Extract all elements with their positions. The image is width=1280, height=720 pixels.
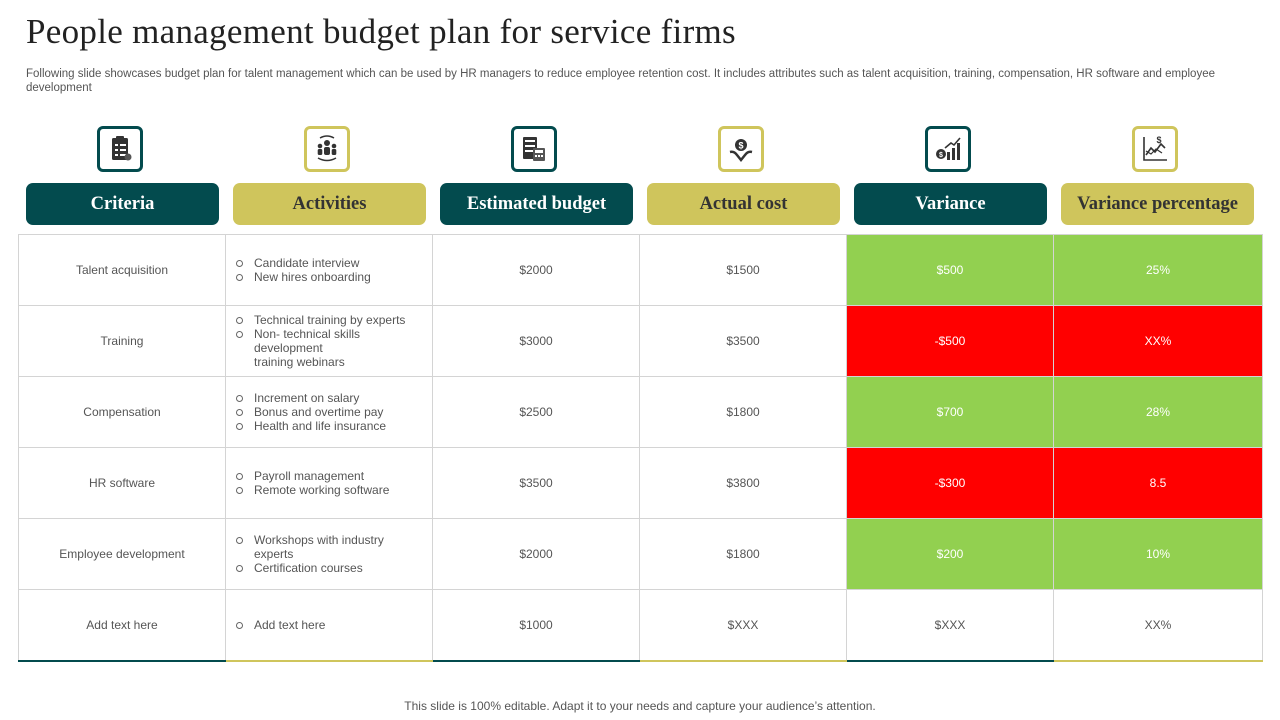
table-row: Compensation Increment on salary Bonus a… xyxy=(18,376,1263,448)
header-activities: Activities xyxy=(233,126,426,226)
criteria-cell: Training xyxy=(18,305,226,377)
table-row: Add text here Add text here $1000 $XXX $… xyxy=(18,589,1263,662)
activities-cell: Add text here xyxy=(225,589,433,662)
variance-percentage-cell: 8.5 xyxy=(1053,447,1263,519)
variance-cell: -$500 xyxy=(846,305,1054,377)
variance-cell: $500 xyxy=(846,234,1054,306)
variance-cell: $700 xyxy=(846,376,1054,448)
actual-cost-cell: $XXX xyxy=(639,589,847,662)
table-row: Talent acquisition Candidate interview N… xyxy=(18,234,1263,306)
activity-item: training webinars xyxy=(254,355,345,370)
svg-text:$: $ xyxy=(738,141,743,151)
criteria-cell: Compensation xyxy=(18,376,226,448)
activity-item: Increment on salary xyxy=(234,391,426,405)
calculator-icon xyxy=(511,126,557,172)
variance-percentage-cell: 25% xyxy=(1053,234,1263,306)
header-actual-cost: $ Actual cost xyxy=(647,126,840,226)
table-row: Training Technical training by experts N… xyxy=(18,305,1263,377)
activity-item: Bonus and overtime pay xyxy=(234,405,426,419)
page-subtitle: Following slide showcases budget plan fo… xyxy=(26,68,1215,94)
activity-item: Non- technical skills development xyxy=(234,327,426,355)
variance-cell: -$300 xyxy=(846,447,1054,519)
header-variance-percentage: $ Variance percentage xyxy=(1061,126,1254,226)
criteria-cell: Add text here xyxy=(18,589,226,662)
actual-cost-cell: $1500 xyxy=(639,234,847,306)
activities-cell: Workshops with industry experts Certific… xyxy=(225,518,433,590)
estimated-budget-cell: $3000 xyxy=(432,305,640,377)
checklist-icon xyxy=(97,126,143,172)
variance-percentage-cell: 10% xyxy=(1053,518,1263,590)
table-row: HR software Payroll management Remote wo… xyxy=(18,447,1263,519)
header-actual-cost-label: Actual cost xyxy=(647,183,840,225)
variance-percentage-cell: 28% xyxy=(1053,376,1263,448)
activities-cell: Candidate interview New hires onboarding xyxy=(225,234,433,306)
activity-item: Add text here xyxy=(234,618,426,632)
team-cycle-icon xyxy=(304,126,350,172)
actual-cost-cell: $1800 xyxy=(639,376,847,448)
variance-percentage-cell: XX% xyxy=(1053,305,1263,377)
criteria-cell: Talent acquisition xyxy=(18,234,226,306)
estimated-budget-cell: $2000 xyxy=(432,234,640,306)
variance-cell: $XXX xyxy=(846,589,1054,662)
estimated-budget-cell: $1000 xyxy=(432,589,640,662)
actual-cost-cell: $3800 xyxy=(639,447,847,519)
activity-item: Certification courses xyxy=(234,561,426,575)
activities-cell: Increment on salary Bonus and overtime p… xyxy=(225,376,433,448)
header-variance-percentage-label: Variance percentage xyxy=(1061,183,1254,225)
svg-text:$: $ xyxy=(1156,135,1161,145)
activity-item: Payroll management xyxy=(234,469,426,483)
activity-item: Candidate interview xyxy=(234,256,426,270)
dollar-chart-icon: $ xyxy=(1132,126,1178,172)
estimated-budget-cell: $2000 xyxy=(432,518,640,590)
variance-cell: $200 xyxy=(846,518,1054,590)
criteria-cell: Employee development xyxy=(18,518,226,590)
criteria-cell: HR software xyxy=(18,447,226,519)
activities-cell: Technical training by experts Non- techn… xyxy=(225,305,433,377)
header-activities-label: Activities xyxy=(233,183,426,225)
activity-item: New hires onboarding xyxy=(234,270,426,284)
activity-item: Health and life insurance xyxy=(234,419,426,433)
page-title: People management budget plan for servic… xyxy=(26,12,736,51)
header-estimated-budget-label: Estimated budget xyxy=(440,183,633,225)
actual-cost-cell: $3500 xyxy=(639,305,847,377)
header-estimated-budget: Estimated budget xyxy=(440,126,633,226)
header-criteria: Criteria xyxy=(26,126,219,226)
growth-chart-icon: $ xyxy=(925,126,971,172)
footer-note: This slide is 100% editable. Adapt it to… xyxy=(404,699,876,713)
header-criteria-label: Criteria xyxy=(26,183,219,225)
header-variance: $ Variance xyxy=(854,126,1047,226)
column-headers: Criteria Activities Estimated budget $ A… xyxy=(26,126,1254,226)
activity-item: Technical training by experts xyxy=(234,313,426,327)
budget-table: Talent acquisition Candidate interview N… xyxy=(18,234,1263,662)
estimated-budget-cell: $2500 xyxy=(432,376,640,448)
actual-cost-cell: $1800 xyxy=(639,518,847,590)
estimated-budget-cell: $3500 xyxy=(432,447,640,519)
activity-item: Remote working software xyxy=(234,483,426,497)
activity-item: Workshops with industry experts xyxy=(234,533,426,561)
variance-percentage-cell: XX% xyxy=(1053,589,1263,662)
svg-text:$: $ xyxy=(939,152,943,159)
header-variance-label: Variance xyxy=(854,183,1047,225)
table-row: Employee development Workshops with indu… xyxy=(18,518,1263,590)
activities-cell: Payroll management Remote working softwa… xyxy=(225,447,433,519)
money-hand-icon: $ xyxy=(718,126,764,172)
